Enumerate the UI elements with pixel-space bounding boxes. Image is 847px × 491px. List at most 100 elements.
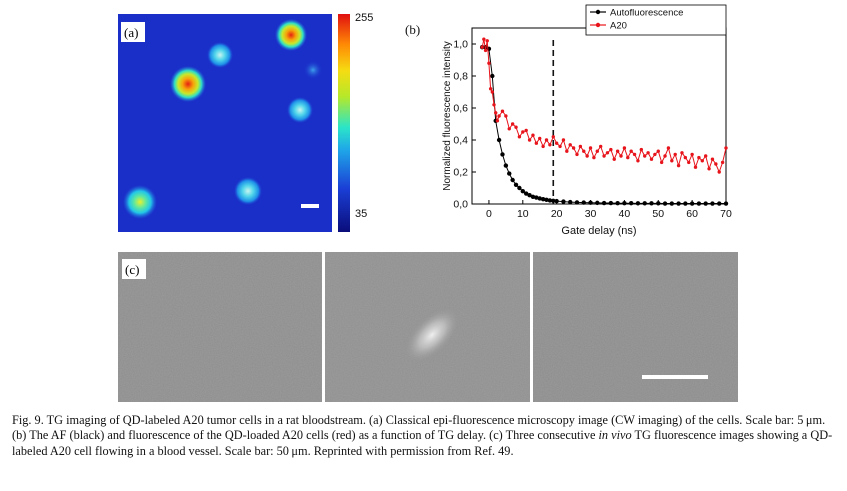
data-point <box>602 154 606 158</box>
data-point <box>523 191 529 196</box>
data-point <box>514 125 518 129</box>
panel-b-chart: 0 10 20 30 40 50 60 70 0,0 0,2 0,4 0,6 0,8 1,0 Gate de… <box>442 4 732 237</box>
data-point <box>534 195 539 200</box>
data-point <box>639 147 644 152</box>
data-point <box>503 163 509 168</box>
data-point <box>507 171 512 176</box>
x-axis-label: Gate delay (ns) <box>561 225 636 237</box>
data-point <box>585 154 589 158</box>
data-point <box>482 37 486 41</box>
data-point <box>488 87 493 91</box>
data-point <box>710 201 715 206</box>
legend-marker <box>595 9 601 15</box>
x-tick-label: 50 <box>652 208 664 220</box>
data-point <box>693 165 698 169</box>
data-point <box>643 154 647 158</box>
data-point <box>551 198 556 203</box>
caption-italic: in vivo <box>598 428 632 443</box>
y-tick-label: 0,6 <box>453 103 468 115</box>
labeled-cell <box>403 306 461 364</box>
y-tick-label: 0,8 <box>453 71 468 83</box>
data-point <box>689 201 695 206</box>
x-tick-label: 70 <box>720 208 732 220</box>
data-point <box>707 167 711 171</box>
plot-frame <box>471 27 727 205</box>
data-point <box>530 194 536 199</box>
data-point <box>629 149 633 153</box>
data-point <box>598 144 603 149</box>
data-point <box>497 114 501 118</box>
data-point <box>517 135 522 139</box>
data-point <box>568 199 573 205</box>
data-point <box>592 155 596 160</box>
data-point <box>544 138 549 142</box>
data-point <box>544 197 549 203</box>
data-point <box>669 201 675 206</box>
colorbar <box>338 14 350 232</box>
data-point <box>636 159 640 163</box>
data-point <box>635 201 641 206</box>
data-point <box>480 45 484 49</box>
data-point <box>510 177 515 183</box>
data-point <box>632 152 637 157</box>
data-point <box>554 198 559 204</box>
data-point <box>697 155 701 160</box>
figure-caption: Fig. 9. TG imaging of QD-labeled A20 tum… <box>12 413 840 459</box>
data-point <box>656 201 661 206</box>
data-point <box>642 201 647 206</box>
panel-a-label: (a) <box>124 25 138 40</box>
legend-box <box>585 4 727 36</box>
data-point <box>646 151 650 155</box>
data-point <box>492 103 496 107</box>
data-point <box>568 143 572 147</box>
data-point <box>683 201 688 206</box>
data-point <box>659 160 664 165</box>
data-point <box>558 144 562 149</box>
data-point <box>521 130 525 134</box>
x-tick-label: 30 <box>585 208 597 220</box>
y-axis-label: Normalized fluorescence intensity <box>442 41 453 191</box>
data-point <box>628 201 634 206</box>
data-point <box>714 162 718 166</box>
data-point <box>649 201 654 206</box>
data-point <box>574 200 580 205</box>
data-point <box>615 201 620 206</box>
data-point <box>551 135 555 139</box>
x-tick-label: 0 <box>486 208 492 220</box>
panel-label-box <box>121 22 145 42</box>
panel-c-label: (c) <box>125 262 139 277</box>
data-point <box>687 160 691 165</box>
data-point <box>561 138 566 142</box>
frame-2 <box>325 252 530 402</box>
data-point <box>612 157 616 161</box>
data-point <box>622 201 627 206</box>
data-point <box>485 39 489 43</box>
data-point <box>537 196 542 201</box>
data-point <box>662 201 668 206</box>
cell-spot <box>207 42 233 68</box>
data-point <box>703 154 708 158</box>
data-point <box>578 144 583 149</box>
data-point <box>575 152 579 157</box>
data-point <box>548 143 552 147</box>
data-point <box>527 193 532 198</box>
data-point <box>541 144 545 149</box>
data-point <box>700 159 704 163</box>
series-line-a20 <box>481 39 727 174</box>
data-point <box>500 109 505 113</box>
y-tick-label: 1,0 <box>453 39 468 51</box>
data-point <box>520 189 525 194</box>
cell-spot <box>275 19 307 51</box>
data-point <box>524 128 528 133</box>
caption-text-end: TG fluorescence images showing a QD-labe… <box>12 428 833 458</box>
data-point <box>703 201 708 206</box>
data-point <box>495 119 500 123</box>
data-point <box>663 154 667 158</box>
data-point <box>490 73 495 79</box>
cell-spot <box>304 61 322 79</box>
y-tick-label: 0,2 <box>453 167 468 179</box>
data-point <box>496 137 502 143</box>
data-point <box>717 170 721 174</box>
data-point <box>513 182 519 187</box>
data-point <box>696 201 702 206</box>
